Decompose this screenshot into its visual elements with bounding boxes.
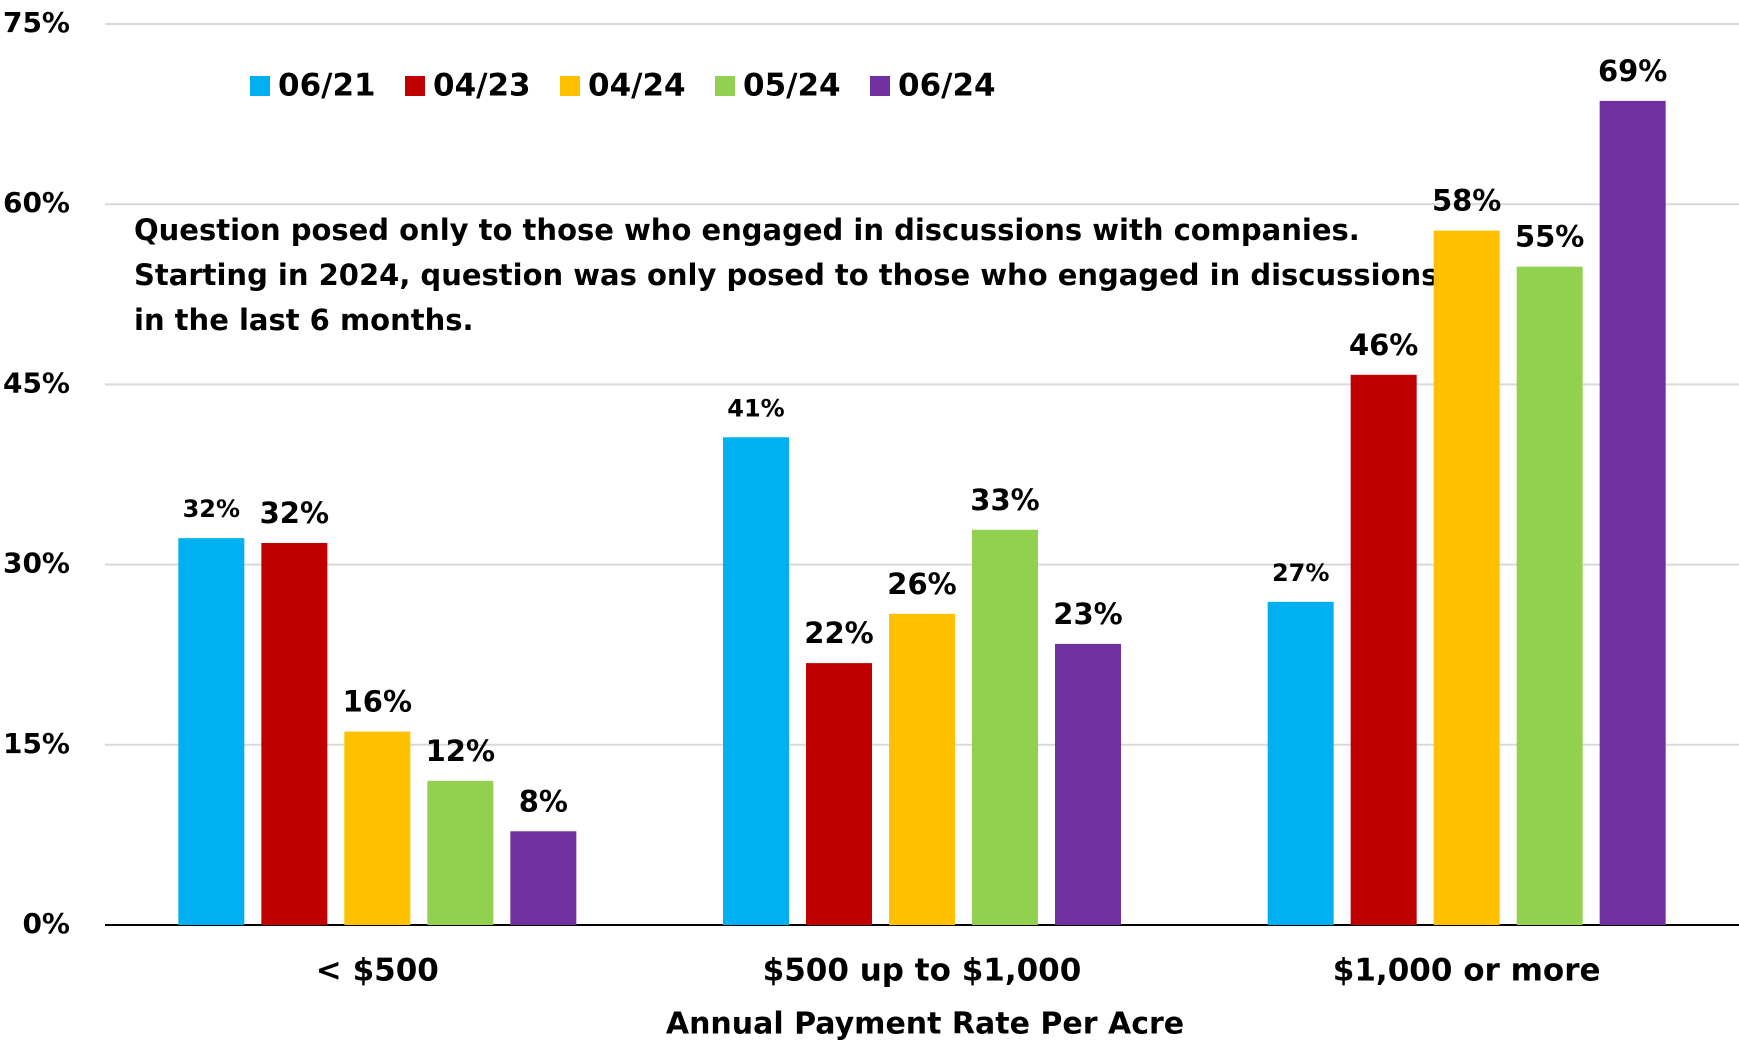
x-axis-title: Annual Payment Rate Per Acre bbox=[666, 1007, 1184, 1042]
legend-label: 06/21 bbox=[278, 68, 376, 104]
legend-swatch bbox=[250, 76, 270, 96]
value-label: 69% bbox=[1598, 54, 1667, 88]
y-tick-label: 15% bbox=[3, 727, 70, 760]
annotation: Starting in 2024, question was only pose… bbox=[134, 258, 1438, 292]
bar bbox=[1055, 643, 1121, 925]
legend-swatch bbox=[870, 76, 890, 96]
y-tick-label: 60% bbox=[3, 186, 70, 219]
bar bbox=[344, 731, 411, 925]
legend-swatch bbox=[560, 76, 580, 96]
legend-swatch bbox=[715, 76, 735, 96]
value-label: 58% bbox=[1432, 184, 1501, 218]
bar bbox=[806, 663, 872, 925]
bar bbox=[723, 437, 789, 925]
value-label: 41% bbox=[727, 394, 784, 422]
bar bbox=[1267, 601, 1334, 925]
value-label: 8% bbox=[519, 784, 568, 818]
legend-swatch bbox=[405, 76, 425, 96]
annotation: in the last 6 months. bbox=[134, 303, 474, 337]
value-label: 32% bbox=[260, 496, 329, 530]
value-label: 23% bbox=[1053, 597, 1122, 631]
value-label: 12% bbox=[426, 734, 495, 768]
value-label: 46% bbox=[1349, 328, 1418, 362]
value-label: 16% bbox=[343, 685, 412, 719]
y-tick-label: 0% bbox=[22, 907, 70, 940]
bar bbox=[510, 831, 577, 925]
bar bbox=[1350, 374, 1417, 926]
bar bbox=[972, 529, 1038, 925]
bar bbox=[427, 780, 494, 925]
annotation: Question posed only to those who engaged… bbox=[134, 213, 1360, 247]
bar bbox=[178, 538, 245, 925]
x-tick-label: $1,000 or more bbox=[1333, 953, 1601, 989]
value-label: 22% bbox=[804, 616, 873, 650]
x-tick-label: < $500 bbox=[316, 953, 439, 989]
bar bbox=[1433, 230, 1500, 925]
legend-label: 05/24 bbox=[743, 68, 841, 104]
value-label: 33% bbox=[970, 483, 1039, 517]
legend-label: 04/24 bbox=[588, 68, 686, 104]
value-label: 32% bbox=[183, 495, 240, 523]
value-label: 27% bbox=[1272, 559, 1329, 587]
legend-label: 06/24 bbox=[898, 68, 996, 104]
legend-label: 04/23 bbox=[433, 68, 531, 104]
bar bbox=[889, 613, 955, 925]
y-tick-label: 45% bbox=[3, 366, 70, 399]
value-label: 26% bbox=[887, 567, 956, 601]
bar bbox=[1516, 266, 1583, 926]
value-label: 55% bbox=[1515, 220, 1584, 254]
y-tick-label: 30% bbox=[3, 547, 70, 580]
y-tick-label: 75% bbox=[3, 6, 70, 39]
bar bbox=[261, 542, 328, 925]
x-tick-label: $500 up to $1,000 bbox=[763, 953, 1082, 989]
bar bbox=[1599, 100, 1666, 926]
